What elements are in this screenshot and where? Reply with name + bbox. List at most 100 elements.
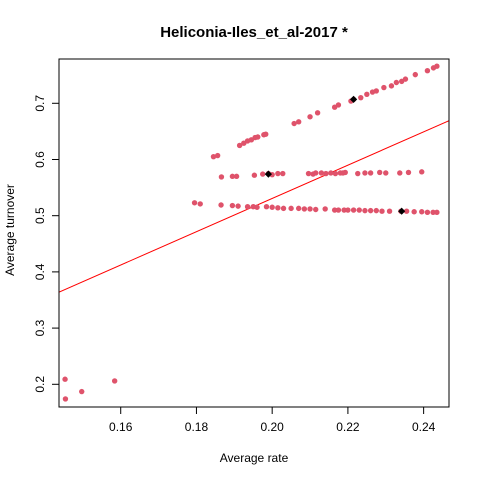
x-tick-label: 0.16: [109, 420, 133, 434]
data-point: [197, 201, 203, 207]
data-point: [254, 204, 260, 210]
data-point: [397, 170, 403, 176]
data-point: [260, 171, 266, 177]
data-point: [313, 206, 319, 213]
data-point: [314, 110, 321, 116]
x-tick-label: 0.22: [336, 420, 360, 434]
data-point: [313, 170, 319, 176]
data-point: [424, 209, 431, 216]
data-point: [332, 170, 339, 177]
chart-title: Heliconia-Iles_et_al-2017 *: [160, 24, 348, 41]
data-point: [345, 207, 351, 213]
data-point: [419, 209, 425, 215]
data-point: [79, 388, 85, 395]
data-point: [362, 207, 368, 214]
y-tick-label: 0.2: [33, 376, 47, 393]
data-point: [402, 76, 409, 82]
data-point: [235, 203, 241, 209]
data-point: [434, 63, 440, 69]
data-point: [275, 170, 281, 177]
data-point: [377, 169, 383, 176]
data-point: [275, 205, 281, 211]
x-tick-label: 0.24: [412, 420, 436, 434]
data-point: [393, 79, 400, 86]
data-point: [383, 170, 389, 176]
y-tick-label: 0.7: [33, 95, 47, 112]
data-point: [269, 204, 275, 210]
data-point: [367, 170, 374, 176]
data-point: [362, 170, 368, 176]
data-point: [386, 208, 393, 214]
data-point: [424, 67, 431, 74]
highlighted-point: [264, 170, 272, 178]
data-point: [218, 202, 224, 208]
data-point: [214, 152, 221, 159]
data-point: [405, 169, 412, 176]
plot-frame: [58, 58, 450, 408]
data-point: [280, 205, 287, 212]
data-point: [364, 91, 370, 97]
data-point: [111, 378, 118, 384]
data-point: [236, 142, 243, 149]
data-point: [356, 207, 362, 213]
data-point: [335, 102, 342, 108]
y-tick-label: 0.4: [33, 263, 47, 280]
data-point: [291, 120, 297, 127]
data-point: [301, 206, 308, 212]
y-tick-label: 0.5: [33, 207, 47, 224]
data-point: [191, 200, 198, 206]
data-point: [295, 205, 302, 212]
x-tick-label: 0.18: [185, 420, 209, 434]
data-point: [288, 205, 294, 212]
data-point: [305, 170, 312, 177]
x-axis: 0.16 0.18 0.20 0.22 0.24: [109, 407, 436, 434]
data-point: [307, 114, 313, 120]
data-point: [328, 170, 334, 176]
data-point: [331, 207, 338, 213]
highlighted-point: [349, 95, 358, 103]
data-point: [318, 170, 325, 176]
data-point: [229, 202, 236, 209]
data-point: [367, 207, 374, 214]
data-point: [295, 119, 302, 125]
data-point: [62, 376, 68, 382]
data-point: [218, 174, 225, 180]
data-point: [379, 208, 385, 214]
data-point: [373, 207, 380, 214]
data-point: [350, 207, 357, 213]
data-point: [251, 172, 258, 178]
highlighted-point: [398, 207, 406, 215]
data-point: [263, 203, 270, 210]
data-point: [412, 71, 419, 78]
data-point: [263, 131, 269, 137]
data-point: [210, 153, 217, 160]
x-tick-label: 0.20: [260, 420, 284, 434]
data-point: [355, 170, 361, 177]
data-point: [322, 206, 328, 212]
data-point: [233, 173, 240, 180]
data-point: [255, 134, 261, 140]
data-point: [335, 207, 342, 213]
y-tick-label: 0.3: [33, 319, 47, 336]
data-point: [419, 169, 425, 175]
y-axis-label: Average turnover: [3, 184, 17, 276]
plot-area: [59, 63, 449, 402]
data-point: [430, 209, 436, 216]
data-point: [388, 83, 395, 89]
data-point: [307, 206, 313, 212]
data-point: [280, 170, 286, 177]
data-point: [244, 203, 251, 210]
data-point: [411, 209, 417, 215]
data-point: [434, 209, 440, 216]
data-point: [341, 207, 347, 213]
x-axis-label: Average rate: [220, 451, 289, 465]
y-tick-label: 0.6: [33, 151, 47, 168]
data-point: [62, 396, 69, 402]
data-point: [381, 84, 387, 91]
data-point: [229, 173, 236, 180]
data-point: [323, 170, 329, 177]
data-point: [342, 169, 348, 176]
data-point: [373, 88, 380, 94]
